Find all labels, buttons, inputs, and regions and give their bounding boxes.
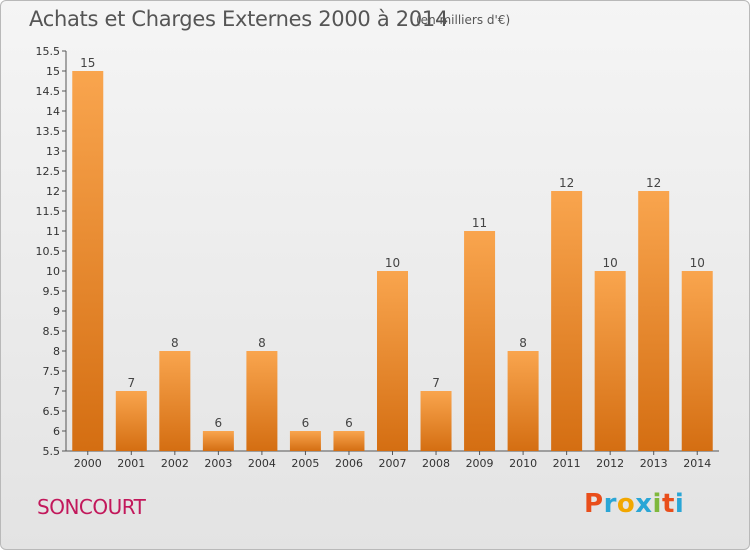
logo-letter: x bbox=[635, 489, 653, 519]
bar bbox=[115, 391, 147, 451]
x-tick-label: 2004 bbox=[248, 457, 276, 470]
data-label: 10 bbox=[603, 256, 618, 270]
bar bbox=[420, 391, 452, 451]
x-tick-label: 2011 bbox=[553, 457, 581, 470]
data-label: 12 bbox=[646, 176, 661, 190]
y-tick-label: 8 bbox=[53, 345, 60, 358]
y-tick-label: 15.5 bbox=[36, 45, 61, 58]
data-label: 11 bbox=[472, 216, 487, 230]
data-label: 15 bbox=[80, 56, 95, 70]
x-tick-label: 2009 bbox=[466, 457, 494, 470]
y-tick-label: 13.5 bbox=[36, 125, 61, 138]
location-name: SONCOURT bbox=[37, 495, 146, 519]
data-label: 7 bbox=[432, 376, 440, 390]
logo-letter: r bbox=[603, 489, 617, 519]
logo-letter: o bbox=[616, 489, 636, 519]
x-tick-label: 2013 bbox=[640, 457, 668, 470]
y-tick-label: 9 bbox=[53, 305, 60, 318]
bar bbox=[333, 431, 365, 451]
bar bbox=[246, 351, 278, 451]
data-label: 8 bbox=[171, 336, 179, 350]
y-tick-label: 8.5 bbox=[43, 325, 61, 338]
logo-letter: P bbox=[584, 489, 604, 519]
bar bbox=[638, 191, 670, 451]
logo-letter: i bbox=[674, 489, 685, 519]
data-label: 8 bbox=[258, 336, 266, 350]
logo-letter: i bbox=[652, 489, 662, 519]
proxiti-logo: Proxiti bbox=[584, 489, 684, 519]
data-label: 10 bbox=[690, 256, 705, 270]
data-label: 6 bbox=[215, 416, 223, 430]
x-tick-label: 2006 bbox=[335, 457, 363, 470]
logo-letter: t bbox=[661, 489, 675, 519]
x-tick-label: 2002 bbox=[161, 457, 189, 470]
data-label: 8 bbox=[519, 336, 527, 350]
data-label: 12 bbox=[559, 176, 574, 190]
x-tick-label: 2001 bbox=[117, 457, 145, 470]
x-tick-label: 2003 bbox=[204, 457, 232, 470]
bar bbox=[594, 271, 626, 451]
x-tick-label: 2000 bbox=[74, 457, 102, 470]
y-tick-label: 12.5 bbox=[36, 165, 61, 178]
x-tick-label: 2005 bbox=[291, 457, 319, 470]
y-tick-label: 7 bbox=[53, 385, 60, 398]
bar bbox=[551, 191, 583, 451]
x-tick-label: 2007 bbox=[379, 457, 407, 470]
data-label: 7 bbox=[127, 376, 135, 390]
y-tick-label: 5.5 bbox=[43, 445, 61, 458]
bar bbox=[464, 231, 496, 451]
x-tick-label: 2010 bbox=[509, 457, 537, 470]
y-tick-label: 14.5 bbox=[36, 85, 61, 98]
bar bbox=[507, 351, 539, 451]
y-tick-label: 12 bbox=[46, 185, 60, 198]
y-tick-label: 11.5 bbox=[36, 205, 61, 218]
y-tick-label: 15 bbox=[46, 65, 60, 78]
y-tick-label: 11 bbox=[46, 225, 60, 238]
y-tick-label: 13 bbox=[46, 145, 60, 158]
y-tick-label: 10.5 bbox=[36, 245, 61, 258]
y-tick-label: 7.5 bbox=[43, 365, 61, 378]
y-tick-label: 9.5 bbox=[43, 285, 61, 298]
bar bbox=[72, 71, 104, 451]
bar bbox=[289, 431, 321, 451]
y-tick-label: 6.5 bbox=[43, 405, 61, 418]
x-tick-label: 2014 bbox=[683, 457, 711, 470]
x-tick-label: 2008 bbox=[422, 457, 450, 470]
bar bbox=[377, 271, 408, 451]
data-label: 6 bbox=[345, 416, 353, 430]
bar bbox=[681, 271, 713, 451]
data-label: 6 bbox=[302, 416, 310, 430]
bar bbox=[159, 351, 191, 451]
y-tick-label: 10 bbox=[46, 265, 60, 278]
data-label: 10 bbox=[385, 256, 400, 270]
bar bbox=[202, 431, 234, 451]
y-tick-label: 6 bbox=[53, 425, 60, 438]
x-tick-label: 2012 bbox=[596, 457, 624, 470]
chart-title: Achats et Charges Externes 2000 à 2014 bbox=[29, 7, 449, 31]
y-tick-label: 14 bbox=[46, 105, 60, 118]
chart-subtitle: (en milliers d'€) bbox=[416, 13, 511, 27]
